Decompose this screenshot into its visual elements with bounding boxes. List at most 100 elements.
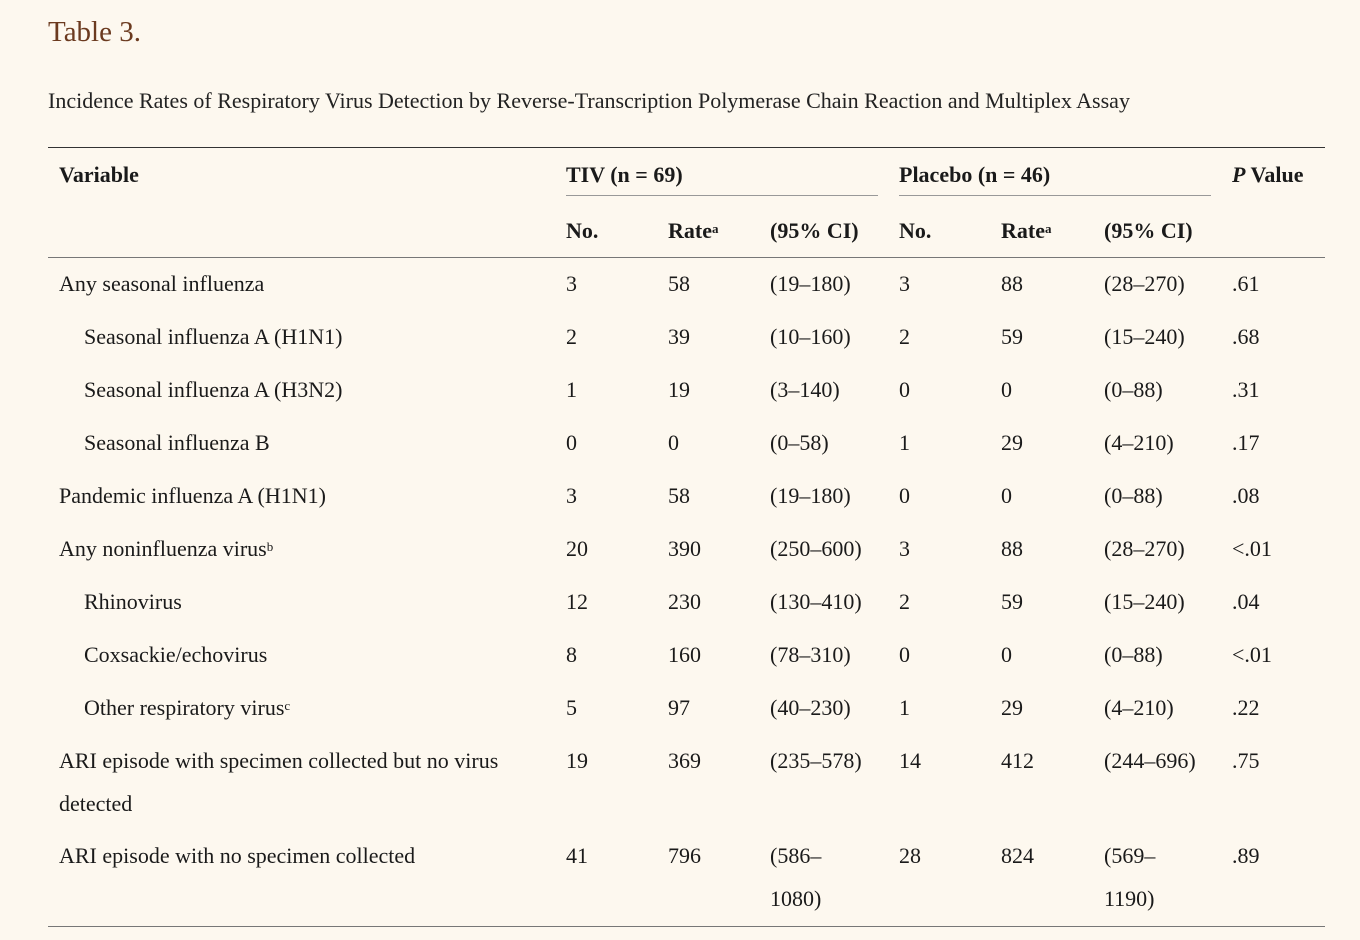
p-value-cell: .89 xyxy=(1232,843,1260,868)
header-tiv-rate: Ratea xyxy=(668,209,718,252)
row-variable-cell: Pandemic influenza A (H1N1) xyxy=(59,474,326,517)
header-tiv-group: TIV (n = 69) xyxy=(566,162,683,187)
row-variable-cell: Any seasonal influenza xyxy=(59,262,264,305)
placebo-ci-cell: (0–88) xyxy=(1104,642,1163,667)
header-p-italic: P xyxy=(1232,162,1246,187)
row-variable-text: ARI episode with no specimen collected xyxy=(59,843,416,868)
tiv-rate-cell: 19 xyxy=(668,377,690,402)
tiv-no-cell: 2 xyxy=(566,324,577,349)
tiv-ci-cell: (130–410) xyxy=(770,589,862,614)
tiv-no-cell: 0 xyxy=(566,430,577,455)
p-value-cell: .17 xyxy=(1232,430,1260,455)
tiv-no-cell: 12 xyxy=(566,589,588,614)
placebo-ci-cell: (28–270) xyxy=(1104,271,1185,296)
header-bottom-rule xyxy=(48,257,1325,258)
placebo-group-underline xyxy=(899,195,1211,196)
tiv-ci-cell: (250–600) xyxy=(770,536,862,561)
placebo-no-cell: 1 xyxy=(899,430,910,455)
p-value-cell: <.01 xyxy=(1232,536,1272,561)
row-variable-cell: ARI episode with no specimen collected xyxy=(59,834,415,877)
tiv-ci-cell: (235–578) xyxy=(770,748,862,773)
placebo-rate-cell: 0 xyxy=(1001,483,1012,508)
tiv-no-cell: 5 xyxy=(566,695,577,720)
table-bottom-rule xyxy=(48,926,1325,927)
placebo-ci-cell: (15–240) xyxy=(1104,324,1185,349)
row-variable-cell: Other respiratory virusc xyxy=(84,686,290,729)
row-variable-cell: Coxsackie/echovirus xyxy=(84,633,267,676)
row-variable-cell: Seasonal influenza A (H3N2) xyxy=(84,368,342,411)
p-value-cell: <.01 xyxy=(1232,642,1272,667)
tiv-rate-cell: 39 xyxy=(668,324,690,349)
row-variable-text: Seasonal influenza A (H3N2) xyxy=(84,377,343,402)
p-value-cell: .75 xyxy=(1232,748,1260,773)
row-variable-cell: Rhinovirus xyxy=(84,580,182,623)
tiv-rate-cell: 796 xyxy=(668,843,701,868)
row-variable-text: Seasonal influenza B xyxy=(84,430,270,455)
tiv-rate-cell: 0 xyxy=(668,430,679,455)
placebo-no-cell: 0 xyxy=(899,642,910,667)
placebo-no-cell: 28 xyxy=(899,843,921,868)
placebo-ci-cell: (4–210) xyxy=(1104,695,1174,720)
header-tiv-ci: (95% CI) xyxy=(770,218,859,243)
placebo-no-cell: 14 xyxy=(899,748,921,773)
tiv-rate-cell: 160 xyxy=(668,642,701,667)
placebo-no-cell: 0 xyxy=(899,483,910,508)
placebo-ci-cell: (15–240) xyxy=(1104,589,1185,614)
header-placebo-no: No. xyxy=(899,218,932,243)
header-tiv-rate-label: Rate xyxy=(668,218,712,243)
row-variable-cell: ARI episode with specimen collected but … xyxy=(59,739,529,825)
header-placebo-rate: Ratea xyxy=(1001,209,1051,252)
p-value-cell: .22 xyxy=(1232,695,1260,720)
tiv-ci-cell: (3–140) xyxy=(770,377,840,402)
row-variable-text: Rhinovirus xyxy=(84,589,182,614)
placebo-no-cell: 3 xyxy=(899,271,910,296)
row-variable-text: Any noninfluenza virus xyxy=(59,536,267,561)
row-variable-text: Coxsackie/echovirus xyxy=(84,642,268,667)
table-top-rule xyxy=(48,147,1325,148)
placebo-no-cell: 3 xyxy=(899,536,910,561)
header-variable: Variable xyxy=(59,162,139,187)
p-value-cell: .31 xyxy=(1232,377,1260,402)
header-placebo-rate-label: Rate xyxy=(1001,218,1045,243)
placebo-rate-cell: 29 xyxy=(1001,695,1023,720)
tiv-ci-cell: (586–1080) xyxy=(770,843,822,911)
placebo-ci-cell: (0–88) xyxy=(1104,377,1163,402)
tiv-no-cell: 3 xyxy=(566,271,577,296)
tiv-rate-cell: 369 xyxy=(668,748,701,773)
row-variable-cell: Seasonal influenza B xyxy=(84,421,270,464)
placebo-rate-cell: 0 xyxy=(1001,377,1012,402)
placebo-ci-cell: (0–88) xyxy=(1104,483,1163,508)
header-tiv-no: No. xyxy=(566,218,599,243)
placebo-rate-cell: 88 xyxy=(1001,271,1023,296)
placebo-rate-cell: 88 xyxy=(1001,536,1023,561)
row-variable-text: Seasonal influenza A (H1N1) xyxy=(84,324,343,349)
placebo-no-cell: 0 xyxy=(899,377,910,402)
placebo-no-cell: 2 xyxy=(899,589,910,614)
placebo-rate-cell: 59 xyxy=(1001,324,1023,349)
tiv-no-cell: 20 xyxy=(566,536,588,561)
tiv-ci-cell: (19–180) xyxy=(770,483,851,508)
placebo-ci-cell: (244–696) xyxy=(1104,748,1196,773)
tiv-ci-cell: (19–180) xyxy=(770,271,851,296)
table-label: Table 3. xyxy=(48,16,141,48)
tiv-no-cell: 19 xyxy=(566,748,588,773)
placebo-ci-cell: (569–1190) xyxy=(1104,843,1156,911)
header-tiv-rate-sup: a xyxy=(711,221,719,236)
placebo-ci-cell: (28–270) xyxy=(1104,536,1185,561)
tiv-ci-cell: (40–230) xyxy=(770,695,851,720)
header-p-rest: Value xyxy=(1245,162,1304,187)
tiv-no-cell: 41 xyxy=(566,843,588,868)
placebo-ci-cell: (4–210) xyxy=(1104,430,1174,455)
tiv-rate-cell: 58 xyxy=(668,483,690,508)
placebo-rate-cell: 824 xyxy=(1001,843,1034,868)
tiv-no-cell: 1 xyxy=(566,377,577,402)
tiv-ci-cell: (78–310) xyxy=(770,642,851,667)
header-placebo-rate-sup: a xyxy=(1044,221,1052,236)
tiv-ci-cell: (10–160) xyxy=(770,324,851,349)
tiv-no-cell: 3 xyxy=(566,483,577,508)
tiv-rate-cell: 390 xyxy=(668,536,701,561)
tiv-ci-cell: (0–58) xyxy=(770,430,829,455)
header-placebo-group: Placebo (n = 46) xyxy=(899,162,1051,187)
row-variable-text: Other respiratory virus xyxy=(84,695,285,720)
